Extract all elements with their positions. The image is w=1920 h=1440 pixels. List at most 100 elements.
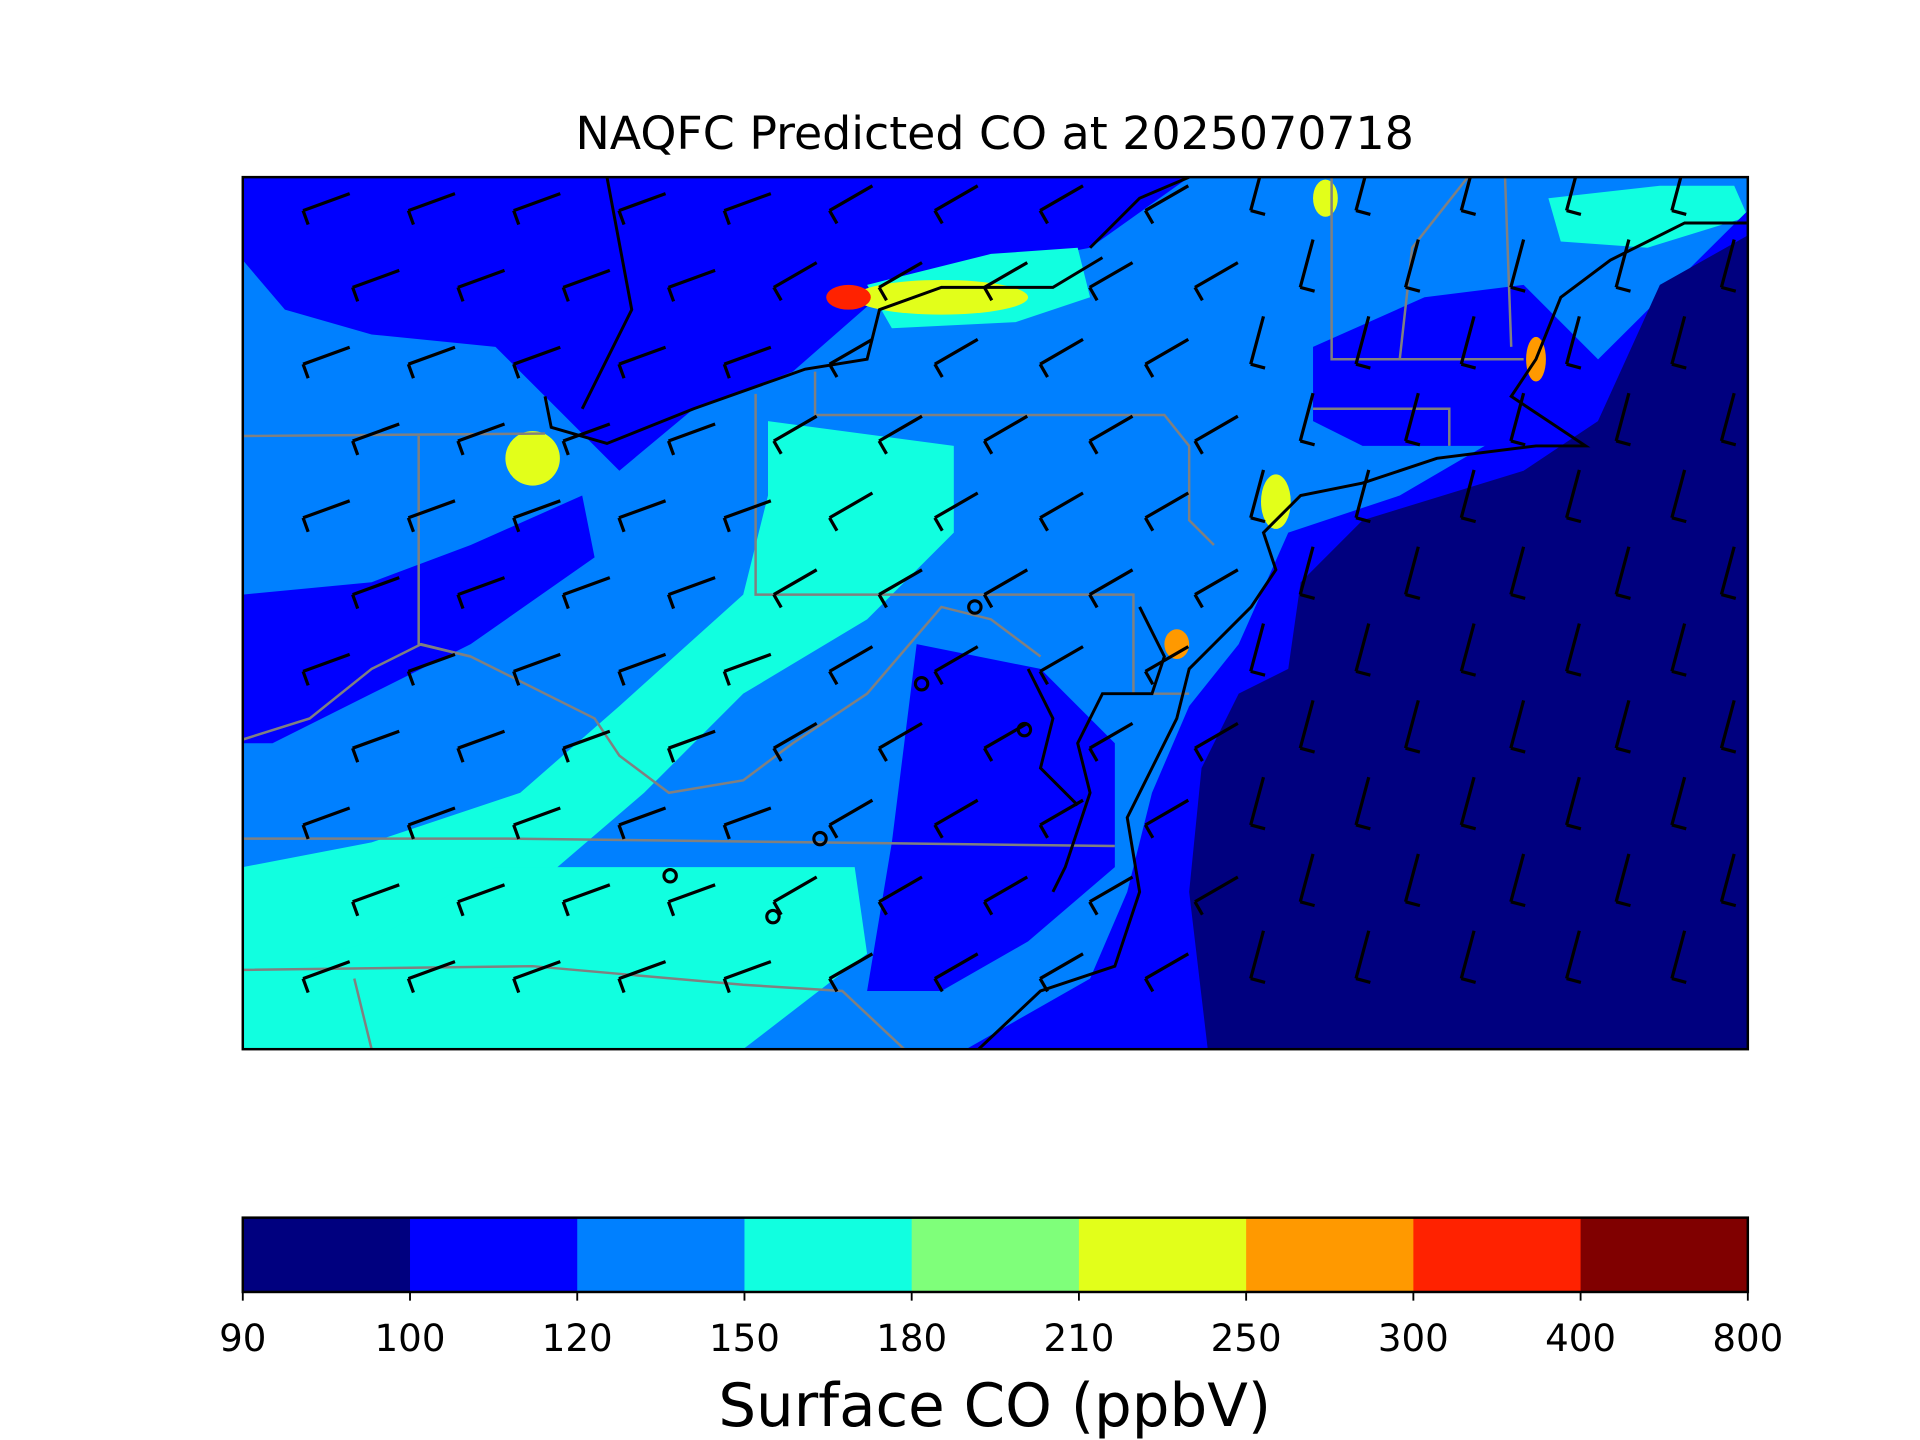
moderate-co-region <box>242 421 954 991</box>
colorbar-segment <box>911 1217 1080 1292</box>
wind-barb <box>1565 776 1582 831</box>
high-co-spot <box>1261 474 1291 529</box>
wind-barb <box>1249 623 1266 677</box>
wind-barb <box>933 645 979 686</box>
wind-barb <box>1719 239 1737 293</box>
wind-barb <box>617 345 667 379</box>
wind-barb <box>1827 547 1841 599</box>
wind-barb <box>722 345 772 379</box>
wind-barb <box>1459 930 1477 984</box>
wind-barb <box>351 576 400 610</box>
wind-barb <box>561 422 611 456</box>
wind-barb <box>1614 392 1631 447</box>
moderate-co-region <box>1548 185 1748 248</box>
wind-barb <box>1354 623 1371 677</box>
wind-barb <box>1565 623 1582 677</box>
wind-barb <box>406 345 456 379</box>
wind-barb <box>982 875 1029 916</box>
colorbar-label: Surface CO (ppbV) <box>718 1372 1271 1440</box>
wind-barb <box>772 568 818 609</box>
wind-barb <box>772 261 818 302</box>
colorbar-segment <box>1246 1217 1414 1292</box>
wind-barb <box>512 499 561 533</box>
colorbar-segment <box>1413 1217 1582 1292</box>
wind-barb <box>1354 469 1371 524</box>
map-frame <box>241 175 1750 1051</box>
wind-barb <box>828 184 874 225</box>
wind-barb <box>1565 469 1582 524</box>
wind-barb <box>1670 623 1687 677</box>
wind-barb <box>828 338 874 378</box>
wind-barb <box>1614 853 1631 908</box>
wind-barb <box>877 261 923 302</box>
wind-barb <box>1354 930 1371 984</box>
wind-barb <box>512 806 561 840</box>
colorbar-tick-label: 250 <box>1211 1317 1282 1360</box>
colorbar-segment <box>1078 1217 1247 1292</box>
wind-barb <box>666 422 716 456</box>
high-co-spot <box>826 284 871 310</box>
wind-barb <box>877 875 923 916</box>
colorbar-frame <box>241 1216 1750 1294</box>
wind-barb <box>1403 546 1421 600</box>
wind-barb <box>1565 930 1582 984</box>
wind-barb <box>406 499 456 533</box>
wind-barb <box>1249 469 1266 524</box>
wind-barb <box>1354 177 1371 216</box>
wind-barb <box>1249 177 1266 216</box>
wind-barb <box>1827 854 1841 906</box>
colorbar-tick-label: 150 <box>709 1317 780 1360</box>
wind-barb <box>1670 930 1687 984</box>
wind-barb <box>1298 392 1316 447</box>
wind-barb <box>351 729 400 763</box>
wind-barb <box>1614 239 1631 293</box>
wind-barb <box>722 806 772 840</box>
wind-barb <box>456 729 506 763</box>
wind-barb <box>933 952 979 993</box>
wind-barb <box>933 798 979 839</box>
wind-barb <box>351 422 400 456</box>
wind-barb <box>456 883 506 917</box>
wind-barb <box>1777 470 1791 522</box>
high-co-spot <box>1313 179 1338 217</box>
wind-barb <box>1298 239 1316 293</box>
wind-barb <box>933 338 979 378</box>
wind-barb <box>1193 875 1239 916</box>
wind-barb <box>982 261 1029 302</box>
wind-barb <box>617 960 667 994</box>
wind-barb <box>1670 315 1687 370</box>
wind-barb <box>1777 931 1791 983</box>
wind-barb <box>1298 853 1316 908</box>
wind-barb <box>1827 393 1841 445</box>
wind-barb <box>982 414 1029 455</box>
wind-barb <box>1038 184 1084 225</box>
colorbar-segment <box>1580 1217 1749 1292</box>
wind-barb <box>666 883 716 917</box>
wind-barb <box>1038 338 1084 378</box>
wind-barb <box>666 729 716 763</box>
wind-barb <box>1403 853 1421 908</box>
wind-barb <box>666 268 716 302</box>
wind-barb <box>1509 853 1526 908</box>
wind-barb <box>1144 184 1190 225</box>
wind-barb <box>1144 645 1190 686</box>
wind-barb <box>772 722 818 762</box>
colorbar-tick-label: 400 <box>1545 1317 1616 1360</box>
wind-barb <box>1459 623 1477 677</box>
wind-barb <box>512 192 561 226</box>
wind-barb <box>1777 163 1791 215</box>
wind-barbs <box>301 163 1841 994</box>
wind-barb <box>722 652 772 686</box>
wind-barb <box>877 568 923 609</box>
wind-barb <box>512 960 561 994</box>
wind-barb <box>1827 700 1841 752</box>
wind-barb <box>351 268 400 302</box>
wind-barb <box>722 499 772 533</box>
wind-barb <box>1088 875 1134 916</box>
wind-barb <box>406 652 456 686</box>
wind-barb <box>1459 177 1477 216</box>
wind-barb <box>617 192 667 226</box>
wind-barb <box>1144 798 1190 839</box>
wind-barb <box>1144 952 1190 993</box>
